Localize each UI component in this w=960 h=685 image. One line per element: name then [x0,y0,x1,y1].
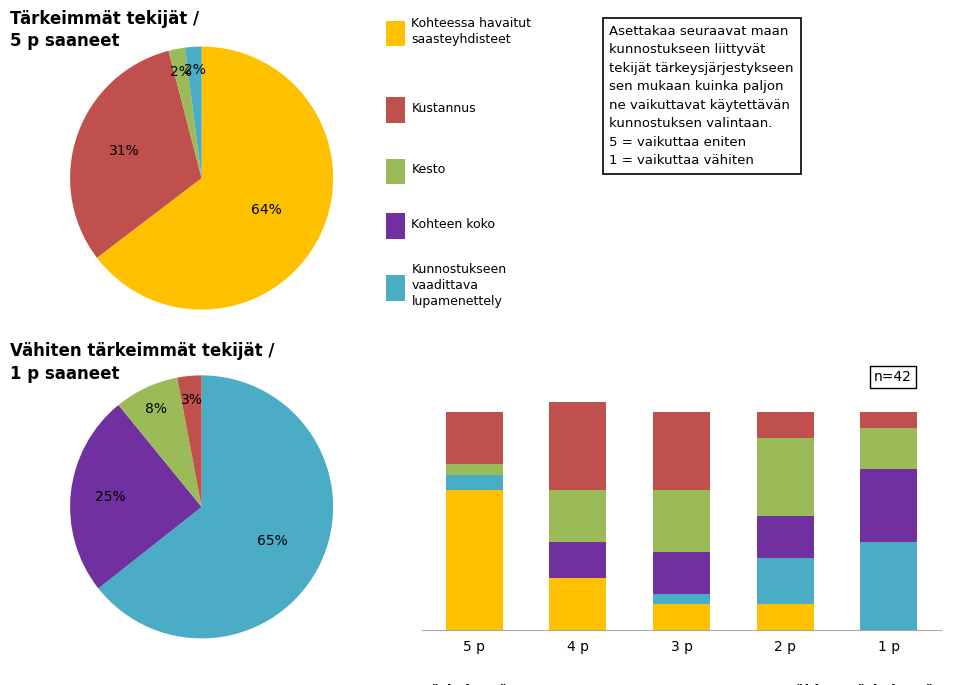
Bar [386,21,405,47]
Wedge shape [185,47,202,178]
Text: Kustannus: Kustannus [412,101,476,114]
Bar [549,578,607,630]
Bar [756,412,814,438]
Bar [653,490,710,552]
Bar [386,97,405,123]
Bar [756,604,814,630]
Bar [445,490,503,630]
Text: Kunnostukseen
vaadittava
lupamenettely: Kunnostukseen vaadittava lupamenettely [412,264,507,308]
Bar [445,475,503,490]
Wedge shape [70,405,202,588]
Text: 65%: 65% [257,534,288,548]
Text: 3%: 3% [180,393,203,406]
Text: Asettakaa seuraavat maan
kunnostukseen liittyvät
tekijät tärkeysjärjestykseen
se: Asettakaa seuraavat maan kunnostukseen l… [610,25,794,167]
Bar [653,412,710,490]
Text: 8%: 8% [145,402,167,416]
Wedge shape [99,375,333,638]
Bar [653,604,710,630]
Bar [860,412,918,428]
Bar [653,594,710,604]
Bar [445,464,503,475]
Text: 2%: 2% [183,64,205,77]
Text: 31%: 31% [109,145,140,158]
Text: 64%: 64% [251,203,282,217]
Bar [386,214,405,239]
Bar [756,558,814,604]
Wedge shape [169,48,202,178]
Wedge shape [70,51,202,258]
Text: Tärkeimmät tekijät /
5 p saaneet: Tärkeimmät tekijät / 5 p saaneet [10,10,199,51]
Wedge shape [97,47,333,310]
Bar [756,516,814,558]
Bar [445,412,503,464]
Text: 2%: 2% [170,65,192,79]
Text: Kesto: Kesto [412,163,445,176]
Bar [653,552,710,594]
Bar [860,469,918,542]
Bar [549,490,607,542]
Wedge shape [118,377,202,507]
Wedge shape [178,375,202,507]
Bar [756,438,814,516]
Text: Vähiten tärkeimmät tekijät /
1 p saaneet: Vähiten tärkeimmät tekijät / 1 p saaneet [10,342,275,383]
Bar [549,402,607,490]
Bar [860,428,918,469]
Bar [386,159,405,184]
Text: Kohteessa havaitut
saasteyhdisteet: Kohteessa havaitut saasteyhdisteet [412,17,532,47]
Text: n=42: n=42 [875,370,912,384]
Bar [860,542,918,630]
Text: Kohteen koko: Kohteen koko [412,218,495,231]
Text: 25%: 25% [95,490,126,504]
Bar [386,275,405,301]
Bar [549,542,607,578]
